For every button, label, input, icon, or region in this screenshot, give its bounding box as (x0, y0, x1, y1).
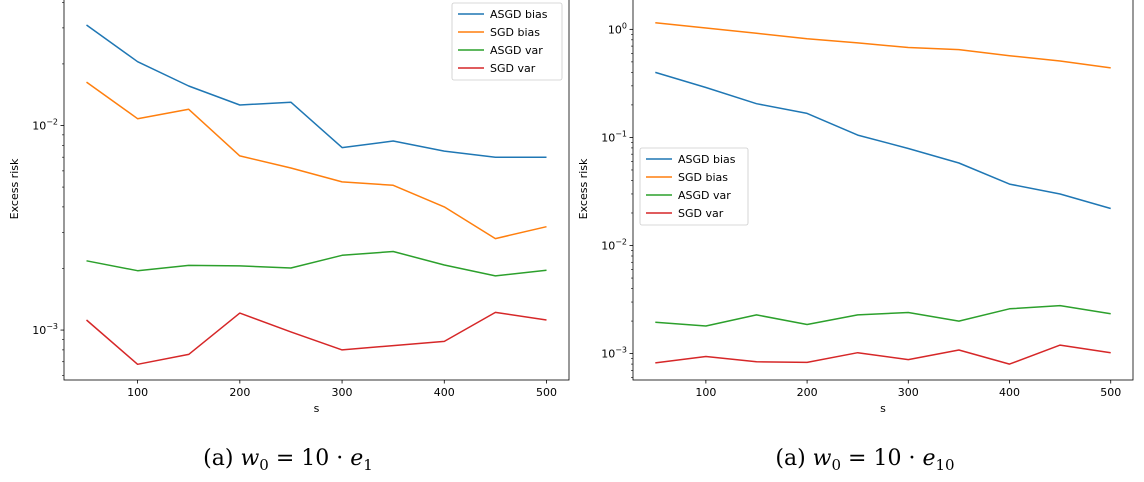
x-tick-label: 200 (229, 386, 250, 399)
legend-entry: SGD var (678, 207, 724, 220)
legend-entry: SGD var (490, 62, 536, 75)
y-tick-label: 10−2 (601, 238, 627, 253)
x-tick-label: 400 (999, 386, 1020, 399)
legend-box (639, 147, 749, 226)
x-tick-label: 500 (1100, 386, 1121, 399)
chart-1: 100 200 300 400 500 10−2 10−3 s Excess risk ASGD … (8, 0, 570, 474)
legend-entry: ASGD bias (490, 8, 548, 21)
figure-caption: (a) w0 = 10 · e1 (203, 446, 373, 474)
legend-entry: ASGD bias (678, 153, 736, 166)
series-line-sgd-var (86, 311, 547, 366)
y-tick-label: 10−3 (32, 322, 58, 337)
series-line-sgd-bias (655, 22, 1111, 69)
y-tick-label: 10−3 (601, 346, 627, 361)
series-line-asgd-var (86, 250, 547, 277)
series-line-asgd-bias (86, 24, 547, 158)
x-tick-label: 300 (898, 386, 919, 399)
figure-caption: (a) w0 = 10 · e10 (775, 446, 954, 474)
y-tick-label: 10−1 (601, 129, 627, 144)
x-tick-label: 300 (332, 386, 353, 399)
x-tick-label: 100 (127, 386, 148, 399)
legend: ASGD bias SGD bias ASGD var SGD var (451, 2, 563, 81)
series-line-sgd-var (655, 344, 1111, 365)
legend-entry: ASGD var (490, 44, 543, 57)
legend-box (451, 2, 563, 81)
x-tick-label: 500 (536, 386, 557, 399)
y-axis-label: Excess risk (577, 158, 590, 219)
y-tick-label: 100 (608, 21, 627, 36)
x-axis-label: s (880, 402, 886, 415)
chart-2: 100 200 300 400 500 100 10−1 10−2 10−3 s Excess ri… (577, 0, 1134, 474)
legend-entry: SGD bias (678, 171, 728, 184)
series-line-sgd-bias (86, 81, 547, 240)
plot-frame (63, 0, 570, 381)
plot-frame (632, 0, 1134, 381)
legend-entry: SGD bias (490, 26, 540, 39)
x-tick-label: 200 (797, 386, 818, 399)
legend-entry: ASGD var (678, 189, 731, 202)
x-axis-label: s (314, 402, 320, 415)
y-tick-label: 10−2 (32, 117, 58, 132)
y-axis-label: Excess risk (8, 158, 21, 219)
x-tick-label: 100 (695, 386, 716, 399)
series-line-asgd-var (655, 304, 1111, 327)
legend: ASGD bias SGD bias ASGD var SGD var (639, 147, 749, 226)
series-line-asgd-bias (655, 71, 1111, 210)
x-tick-label: 400 (434, 386, 455, 399)
